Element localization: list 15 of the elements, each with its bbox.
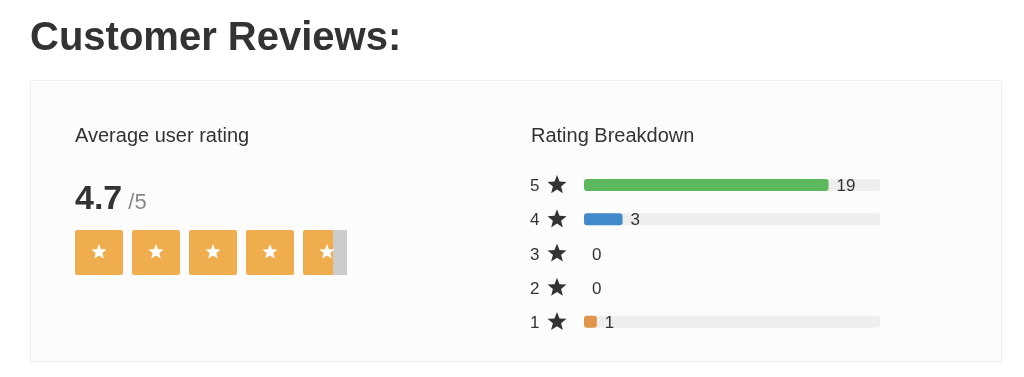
text: /5 xyxy=(128,189,147,214)
y-tick-label: 3 xyxy=(530,244,540,264)
data-label: 1 xyxy=(604,312,615,332)
y-tick-label: 1 xyxy=(530,312,540,332)
text: 4.7 xyxy=(75,178,123,216)
y-tick-label: 2 xyxy=(530,278,540,298)
data-label: 19 xyxy=(836,176,856,196)
y-tick-label: 5 xyxy=(530,176,540,196)
data-label: 0 xyxy=(592,244,602,264)
text: Average user rating xyxy=(75,124,250,147)
y-tick-label: 4 xyxy=(530,210,540,230)
data-label: 3 xyxy=(630,210,641,230)
chart-title: Rating Breakdown xyxy=(531,124,695,147)
text: Customer Reviews: xyxy=(30,14,402,59)
data-label: 0 xyxy=(592,278,602,298)
